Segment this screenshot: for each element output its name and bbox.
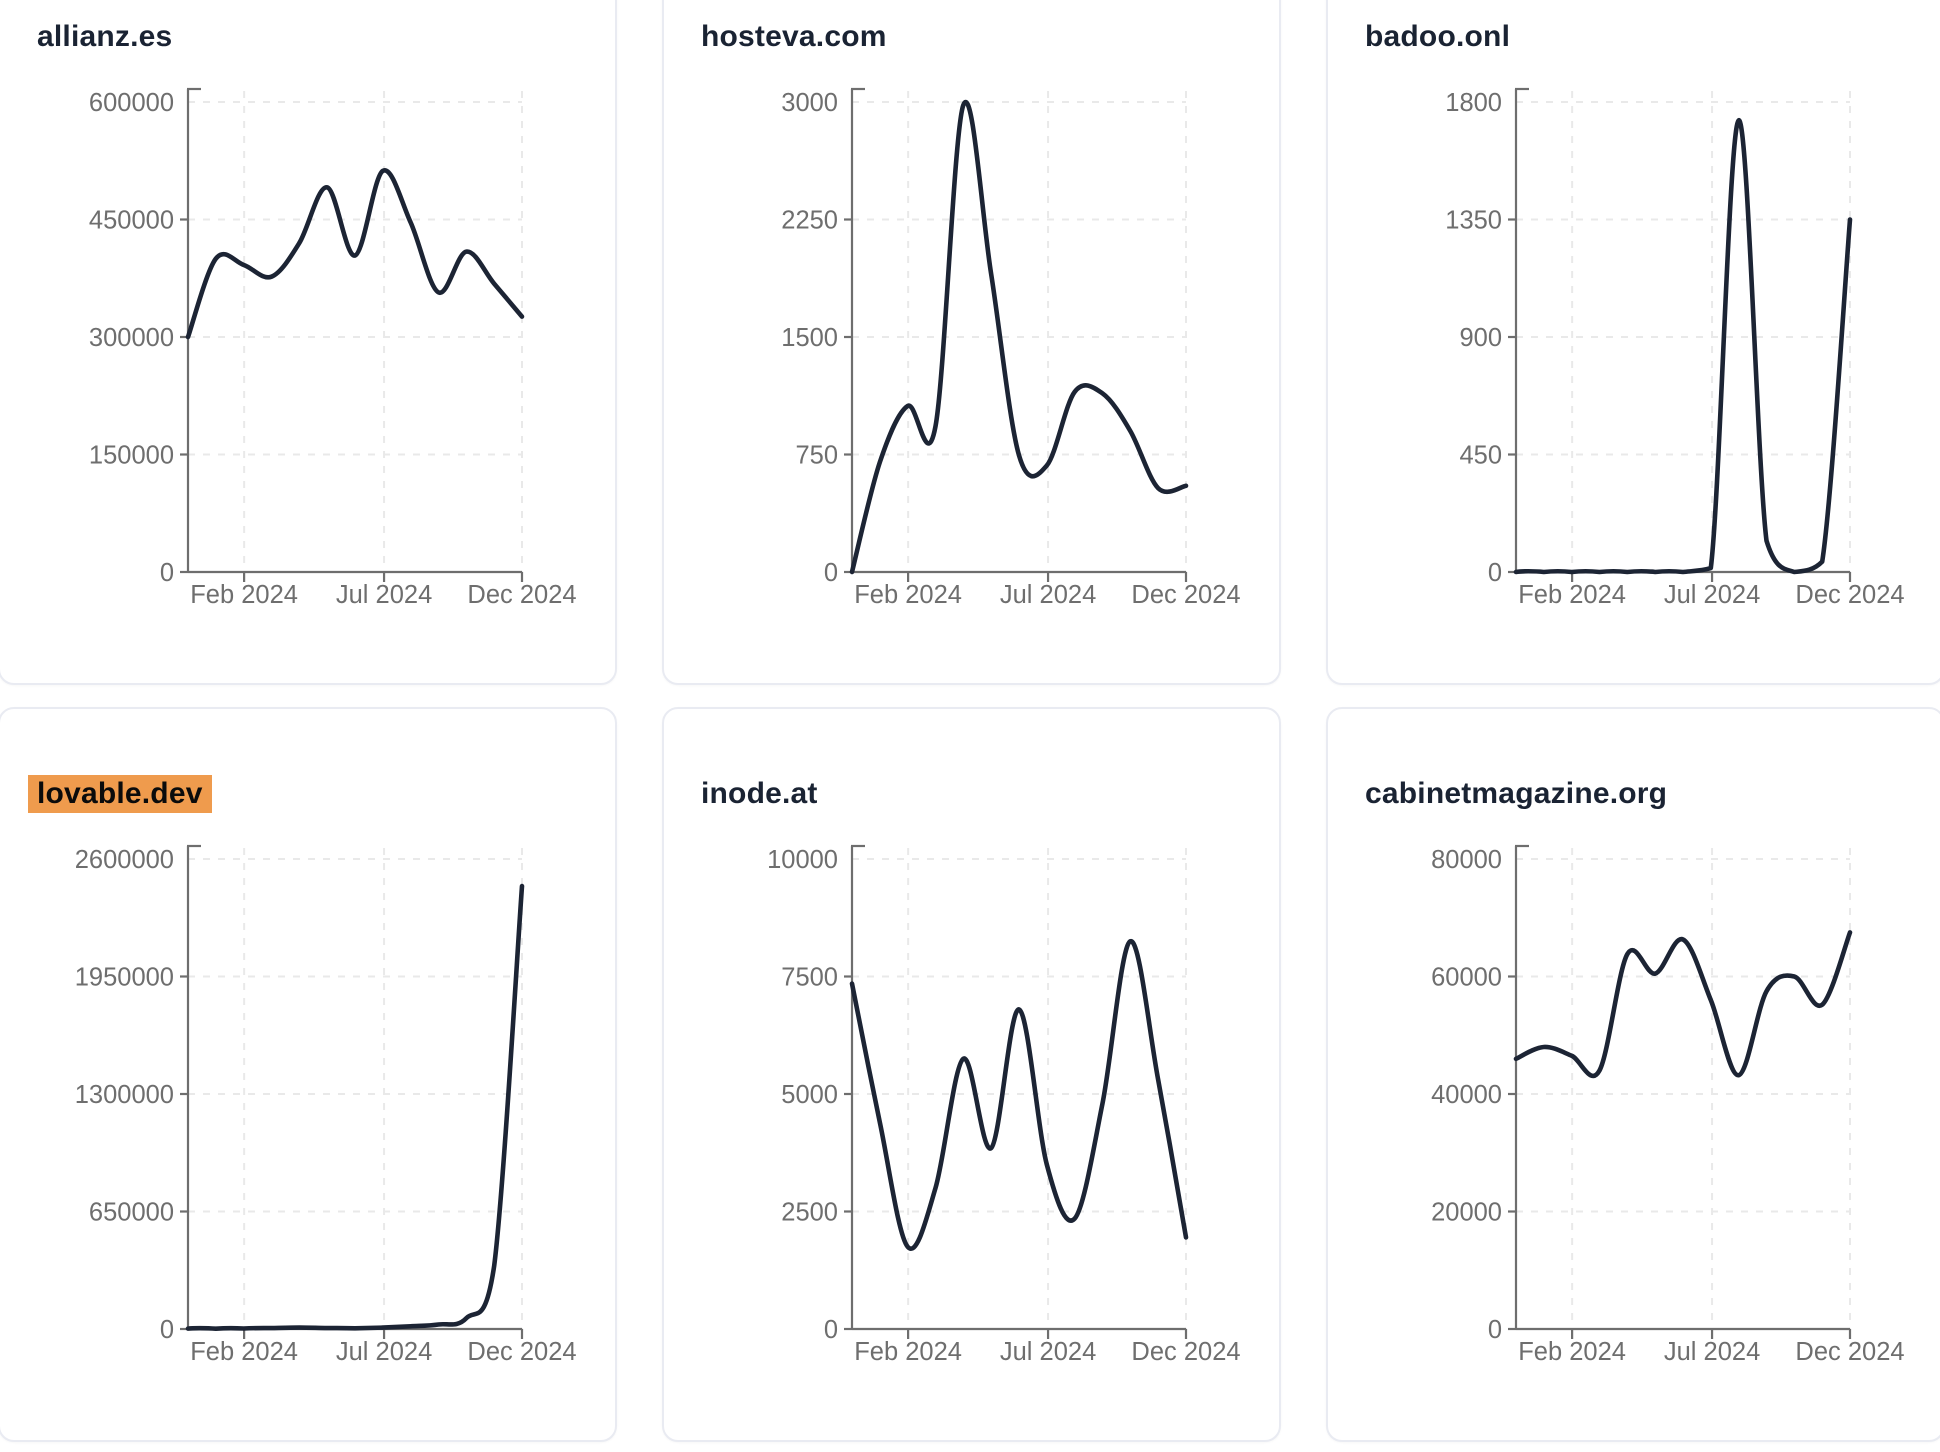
chart-title-text: cabinetmagazine.org (1365, 777, 1668, 810)
line-chart: 2600000 1950000 1300000 650000 0 Feb 2024 Jul … (75, 844, 577, 1366)
x-tick-label: Dec 2024 (467, 581, 576, 609)
gridlines (1516, 91, 1851, 572)
y-tick-label: 1950000 (75, 964, 174, 992)
y-tick-label: 0 (824, 1316, 838, 1344)
y-tick-label: 900 (1459, 324, 1502, 352)
axis-labels: 10000 7500 5000 2500 0 Feb 2024 Jul 2024 Dec 20… (767, 846, 1241, 1366)
x-tick-label: Jul 2024 (336, 581, 432, 609)
x-tick-label: Feb 2024 (190, 1338, 298, 1366)
x-tick-label: Feb 2024 (190, 581, 298, 609)
chart-title: cabinetmagazine.org (1365, 775, 1667, 813)
y-tick-label: 5000 (781, 1081, 838, 1109)
chart-card: hosteva.com 3000 2250 1500 750 0 Feb 2024 Jul … (662, 0, 1281, 685)
y-tick-label: 10000 (767, 846, 838, 874)
y-tick-label: 0 (1488, 1316, 1502, 1344)
gridlines (1516, 848, 1851, 1329)
y-tick-label: 150000 (89, 442, 174, 470)
x-tick-label: Feb 2024 (1518, 1338, 1626, 1366)
chart-card: lovable.dev 2600000 1950000 1300000 650000 0… (0, 707, 617, 1442)
y-tick-label: 3000 (781, 89, 838, 117)
x-tick-label: Feb 2024 (854, 1338, 962, 1366)
gridlines (852, 848, 1187, 1329)
axis-labels: 80000 60000 40000 20000 0 Feb 2024 Jul 2024 Dec… (1431, 846, 1905, 1366)
line-chart: 3000 2250 1500 750 0 Feb 2024 Jul 2024 Dec 2024 (781, 87, 1241, 609)
y-tick-label: 1350 (1445, 207, 1502, 235)
x-tick-label: Dec 2024 (1131, 1338, 1240, 1366)
y-tick-label: 2600000 (75, 846, 174, 874)
axes (180, 87, 524, 582)
x-tick-label: Jul 2024 (336, 1338, 432, 1366)
axes (1508, 844, 1852, 1339)
y-tick-label: 60000 (1431, 964, 1502, 992)
chart-title: badoo.onl (1365, 18, 1510, 56)
chart-title-text: inode.at (701, 777, 818, 810)
line-chart: 1800 1350 900 450 0 Feb 2024 Jul 2024 Dec 2024 (1445, 87, 1905, 609)
x-tick-label: Dec 2024 (1795, 1338, 1904, 1366)
axis-labels: 1800 1350 900 450 0 Feb 2024 Jul 2024 Dec 2024 (1445, 89, 1904, 609)
y-tick-label: 0 (1488, 559, 1502, 587)
y-tick-label: 0 (160, 1316, 174, 1344)
x-tick-label: Jul 2024 (1000, 1338, 1096, 1366)
x-tick-label: Jul 2024 (1664, 1338, 1760, 1366)
x-tick-label: Dec 2024 (1131, 581, 1240, 609)
axis-labels: 3000 2250 1500 750 0 Feb 2024 Jul 2024 Dec 2024 (781, 89, 1240, 609)
series-line (185, 883, 525, 1331)
chart-title-text: badoo.onl (1365, 20, 1511, 53)
y-tick-label: 0 (160, 559, 174, 587)
axes (844, 87, 1188, 582)
gridlines (852, 91, 1187, 572)
chart-title-text: lovable.dev (28, 775, 212, 813)
chart-title: hosteva.com (701, 18, 887, 56)
y-tick-label: 450 (1459, 442, 1502, 470)
series-line (1513, 930, 1853, 1079)
y-tick-label: 600000 (89, 89, 174, 117)
y-tick-label: 2500 (781, 1199, 838, 1227)
chart-title: inode.at (701, 775, 818, 813)
y-tick-label: 20000 (1431, 1199, 1502, 1227)
chart-card: cabinetmagazine.org 80000 60000 40000 20000… (1326, 707, 1940, 1442)
y-tick-label: 0 (824, 559, 838, 587)
line-chart: 10000 7500 5000 2500 0 Feb 2024 Jul 2024 Dec 20… (767, 844, 1241, 1366)
y-tick-label: 450000 (89, 207, 174, 235)
chart-title-text: hosteva.com (701, 20, 887, 53)
chart-title: allianz.es (37, 18, 172, 56)
chart-title-text: allianz.es (37, 20, 173, 53)
x-tick-label: Feb 2024 (1518, 581, 1626, 609)
y-tick-label: 1500 (781, 324, 838, 352)
axes (844, 844, 1188, 1339)
y-tick-label: 80000 (1431, 846, 1502, 874)
axes (180, 844, 524, 1339)
y-tick-label: 1300000 (75, 1081, 174, 1109)
y-tick-label: 300000 (89, 324, 174, 352)
chart-card: allianz.es 600000 450000 300000 150000 0 Feb … (0, 0, 617, 685)
gridlines (188, 848, 523, 1329)
x-tick-label: Feb 2024 (854, 581, 962, 609)
series-line (849, 99, 1189, 575)
axis-labels: 2600000 1950000 1300000 650000 0 Feb 2024 Jul … (75, 846, 577, 1366)
x-tick-label: Dec 2024 (1795, 581, 1904, 609)
y-tick-label: 40000 (1431, 1081, 1502, 1109)
y-tick-label: 650000 (89, 1199, 174, 1227)
chart-card: badoo.onl 1800 1350 900 450 0 Feb 2024 Jul 202… (1326, 0, 1940, 685)
y-tick-label: 7500 (781, 964, 838, 992)
x-tick-label: Jul 2024 (1000, 581, 1096, 609)
line-chart: 600000 450000 300000 150000 0 Feb 2024 Jul 202… (89, 87, 577, 609)
line-chart: 80000 60000 40000 20000 0 Feb 2024 Jul 2024 Dec… (1431, 844, 1905, 1366)
series-line (849, 938, 1189, 1251)
y-tick-label: 750 (795, 442, 838, 470)
x-tick-label: Dec 2024 (467, 1338, 576, 1366)
axis-labels: 600000 450000 300000 150000 0 Feb 2024 Jul 202… (89, 89, 577, 609)
series-line (1513, 117, 1853, 575)
axes (1508, 87, 1852, 582)
y-tick-label: 1800 (1445, 89, 1502, 117)
x-tick-label: Jul 2024 (1664, 581, 1760, 609)
gridlines (188, 91, 523, 572)
chart-title: lovable.dev (28, 775, 212, 813)
y-tick-label: 2250 (781, 207, 838, 235)
chart-card: inode.at 10000 7500 5000 2500 0 Feb 2024 Jul 2… (662, 707, 1281, 1442)
series-line (185, 168, 525, 340)
